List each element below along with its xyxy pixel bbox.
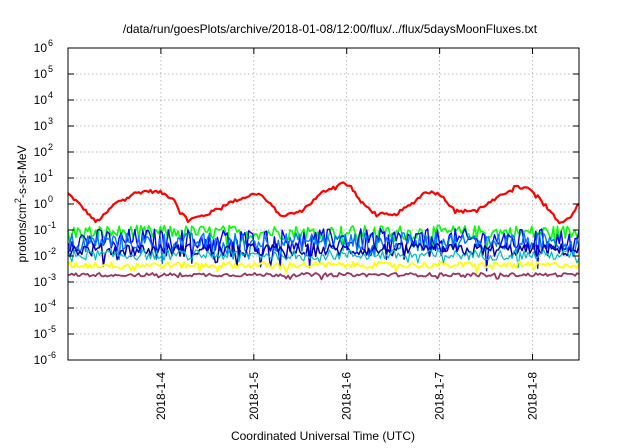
- y-tick-label: 10: [34, 145, 48, 159]
- x-axis-label: Coordinated Universal Time (UTC): [231, 429, 415, 443]
- y-tick-label: 10: [34, 249, 48, 263]
- y-tick-label-exponent: 0: [48, 194, 53, 204]
- y-tick-label: 10: [34, 41, 48, 55]
- chart-title: /data/run/goesPlots/archive/2018-01-08/1…: [123, 22, 538, 36]
- y-tick-label-exponent: 2: [48, 142, 53, 152]
- axes: 10 -610 -510 -410 -310 -210 -110 010 110 210 310 41…: [34, 38, 579, 420]
- y-tick-label: 10: [34, 93, 48, 107]
- y-tick-label-exponent: 3: [48, 116, 53, 126]
- y-axis-label-unit: protons/cm: [15, 203, 29, 262]
- series-lines: [67, 181, 580, 281]
- x-tick-label: 2018-1-5: [247, 372, 261, 420]
- y-tick-label-exponent: 4: [48, 90, 53, 100]
- y-tick-label: 10: [34, 197, 48, 211]
- series-line-1: [67, 224, 580, 252]
- y-axis-label-exponent: 2: [13, 198, 23, 203]
- y-tick-label-exponent: -5: [48, 324, 56, 334]
- y-tick-label: 10: [34, 275, 48, 289]
- y-tick-label: 10: [34, 223, 48, 237]
- y-tick-label: 10: [34, 353, 48, 367]
- y-tick-label: 10: [34, 327, 48, 341]
- y-tick-label: 10: [34, 171, 48, 185]
- y-tick-label-exponent: -6: [48, 350, 56, 360]
- series-line-6: [67, 261, 580, 274]
- series-line-2: [67, 228, 580, 272]
- x-tick-label: 2018-1-6: [340, 372, 354, 420]
- y-tick-label-exponent: 6: [48, 38, 53, 48]
- x-tick-label: 2018-1-4: [154, 372, 168, 420]
- y-tick-label: 10: [34, 301, 48, 315]
- x-tick-label: 2018-1-7: [433, 372, 447, 420]
- x-tick-label: 2018-1-8: [526, 372, 540, 420]
- grid: [68, 48, 579, 360]
- series-line-0: [67, 181, 580, 225]
- y-tick-label-exponent: 5: [48, 64, 53, 74]
- y-tick-label-exponent: -1: [48, 220, 56, 230]
- y-axis-label-rest: -s-sr-MeV: [15, 145, 29, 198]
- series-line-4: [67, 242, 580, 267]
- y-axis-label: protons/cm2-s-sr-MeV: [13, 145, 29, 262]
- y-tick-label-exponent: -2: [48, 246, 56, 256]
- series-line-5: [67, 249, 580, 269]
- y-tick-label-exponent: 1: [48, 168, 53, 178]
- y-tick-label-exponent: -4: [48, 298, 56, 308]
- y-tick-label: 10: [34, 67, 48, 81]
- y-tick-label-exponent: -3: [48, 272, 56, 282]
- y-tick-label: 10: [34, 119, 48, 133]
- series-line-7: [67, 272, 580, 281]
